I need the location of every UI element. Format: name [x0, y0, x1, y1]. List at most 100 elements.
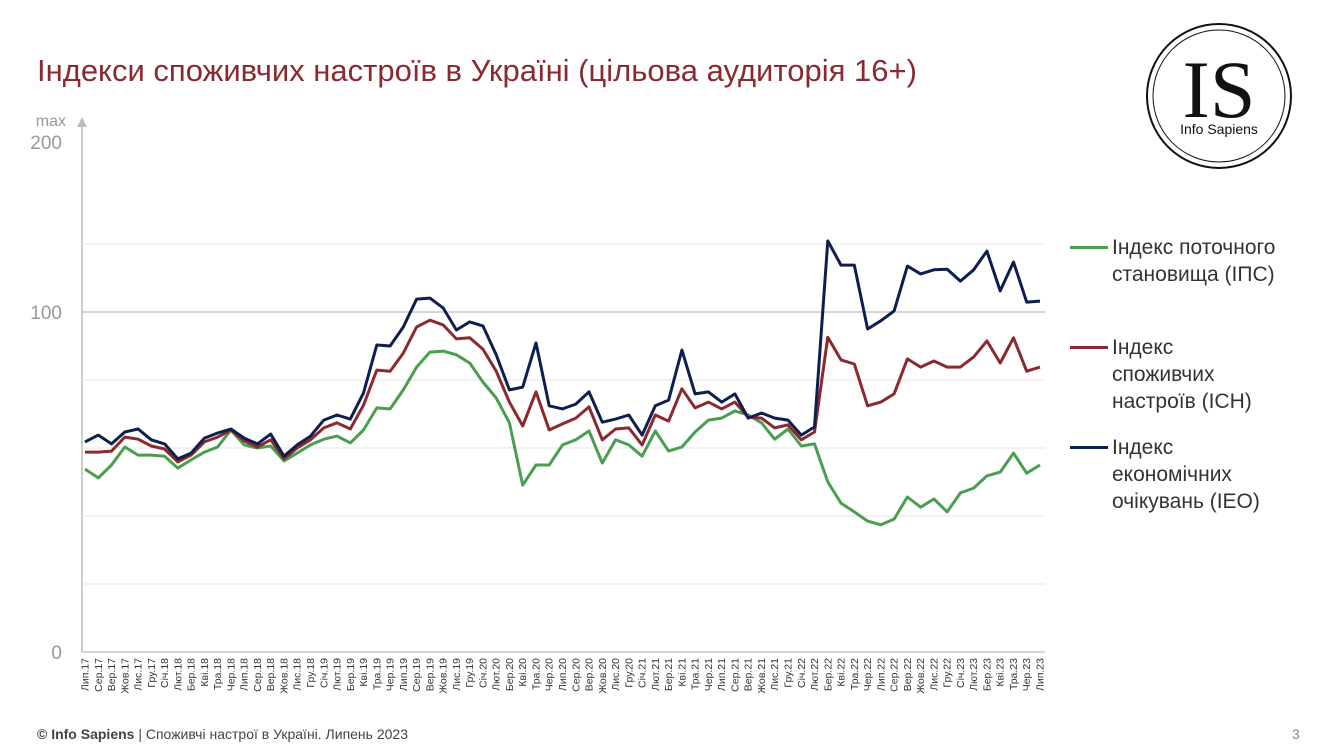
x-tick-label: Тра.23	[1008, 658, 1020, 690]
x-tick-label: Бер.19	[345, 658, 357, 691]
series-line	[84, 349, 1041, 527]
x-tick-label: Бер.18	[186, 658, 198, 691]
x-tick-label: Лис.21	[769, 658, 781, 691]
x-tick-label: Лип.22	[875, 658, 887, 691]
x-tick-label: Сер.17	[93, 658, 105, 692]
footer: © Info Sapiens | Споживчі настрої в Укра…	[37, 726, 408, 742]
x-tick-label: Вер.22	[902, 658, 914, 691]
page-number: 3	[1292, 726, 1300, 742]
x-tick-label: Лис.18	[292, 658, 304, 691]
chart-title: Індекси споживчих настроїв в Україні (ці…	[37, 53, 917, 88]
logo-name: Info Sapiens	[1180, 121, 1258, 137]
x-tick-label: Лип.19	[398, 658, 410, 691]
x-tick-label: Вер.19	[424, 658, 436, 691]
logo-ring	[1146, 23, 1292, 169]
x-tick-label: Тра.21	[690, 658, 702, 690]
x-tick-label: Кві.18	[199, 658, 211, 687]
legend-label: Індекс споживчих настроїв (ІСН)	[1112, 336, 1252, 413]
x-tick-label: Гру.21	[782, 658, 794, 688]
logo-initials: IS	[1183, 44, 1256, 135]
x-tick-label: Лют.23	[968, 658, 980, 691]
x-tick-label: Гру.22	[942, 658, 954, 688]
x-tick-label: Бер.23	[981, 658, 993, 691]
x-tick-label: Лис.22	[928, 658, 940, 691]
x-tick-label: Жов.22	[915, 658, 927, 694]
x-tick-label: Лют.20	[491, 658, 503, 691]
x-tick-label: Січ.21	[637, 658, 649, 688]
x-tick-label: Сер.22	[889, 658, 901, 692]
x-tick-label: Жов.20	[597, 658, 609, 694]
legend-item: Індекс споживчих настроїв (ІСН)	[1070, 334, 1310, 415]
x-tick-label: Сер.20	[570, 658, 582, 692]
y-axis-arrow	[77, 117, 87, 127]
x-tick-label: Тра.20	[530, 658, 542, 690]
x-tick-label: Гру.18	[305, 658, 317, 688]
legend-label: Індекс поточного становища (ІПС)	[1112, 236, 1276, 286]
x-tick-label: Вер.18	[265, 658, 277, 691]
x-tick-label: Бер.22	[822, 658, 834, 691]
x-tick-label: Тра.22	[849, 658, 861, 690]
x-tick-label: Вер.20	[584, 658, 596, 691]
x-tick-label: Бер.21	[663, 658, 675, 691]
x-tick-label: Лис.17	[133, 658, 145, 691]
y-tick-label: 0	[51, 643, 62, 664]
x-tick-label: Бер.20	[504, 658, 516, 691]
x-tick-label: Чер.22	[862, 658, 874, 691]
x-tick-label: Чер.23	[1021, 658, 1033, 691]
x-tick-label: Сер.21	[729, 658, 741, 692]
y-tick-label: 100	[30, 303, 62, 324]
x-tick-label: Січ.18	[159, 658, 171, 688]
x-tick-label: Лип.17	[80, 658, 92, 691]
x-tick-label: Лип.21	[716, 658, 728, 691]
legend-swatch	[1070, 246, 1108, 249]
legend-item: Індекс економічних очікувань (ІЕО)	[1070, 434, 1310, 515]
legend-label: Індекс економічних очікувань (ІЕО)	[1112, 436, 1260, 513]
x-tick-label: Чер.18	[225, 658, 237, 691]
x-tick-label: Сер.18	[252, 658, 264, 692]
x-tick-label: Січ.19	[318, 658, 330, 688]
series-line	[85, 318, 1041, 464]
x-tick-label: Лют.19	[332, 658, 344, 691]
x-tick-label: Чер.20	[544, 658, 556, 691]
x-tick-label: Кві.21	[676, 658, 688, 687]
x-tick-label: Чер.19	[385, 658, 397, 691]
y-axis-top-label: 200	[30, 133, 62, 154]
logo: IS Info Sapiens	[1146, 23, 1292, 169]
x-tick-label: Жов.21	[756, 658, 768, 694]
series-line	[84, 239, 1041, 461]
x-tick-label: Лип.20	[557, 658, 569, 691]
x-tick-label: Чер.21	[703, 658, 715, 691]
x-tick-label: Кві.19	[358, 658, 370, 687]
x-tick-label: Вер.21	[743, 658, 755, 691]
x-tick-label: Лип.18	[239, 658, 251, 691]
x-tick-label: Кві.23	[995, 658, 1007, 687]
x-tick-label: Тра.19	[371, 658, 383, 690]
x-tick-label: Лют.22	[809, 658, 821, 691]
footer-text: | Споживчі настрої в Україні. Липень 202…	[138, 726, 408, 742]
legend-swatch	[1070, 346, 1108, 349]
footer-brand: © Info Sapiens	[37, 726, 135, 742]
x-tick-label: Лис.20	[610, 658, 622, 691]
x-tick-label: Тра.18	[212, 658, 224, 690]
x-tick-label: Сер.19	[411, 658, 423, 692]
x-tick-label: Січ.23	[955, 658, 967, 688]
x-tick-label: Кві.20	[517, 658, 529, 687]
legend-swatch	[1070, 446, 1108, 449]
x-tick-label: Вер.17	[106, 658, 118, 691]
x-tick-label: Гру.20	[623, 658, 635, 688]
x-tick-label: Січ.22	[796, 658, 808, 688]
y-axis-label: max	[36, 113, 66, 130]
x-tick-label: Гру.19	[464, 658, 476, 688]
x-tick-label: Жов.17	[119, 658, 131, 694]
x-tick-label: Гру.17	[146, 658, 158, 688]
legend-item: Індекс поточного становища (ІПС)	[1070, 234, 1310, 288]
x-tick-label: Лис.19	[451, 658, 463, 691]
x-tick-label: Лип.23	[1035, 658, 1047, 691]
logo-ring-inner	[1152, 29, 1286, 163]
x-tick-label: Лют.18	[172, 658, 184, 691]
x-tick-label: Кві.22	[836, 658, 848, 687]
x-tick-label: Жов.19	[438, 658, 450, 694]
x-tick-label: Січ.20	[477, 658, 489, 688]
